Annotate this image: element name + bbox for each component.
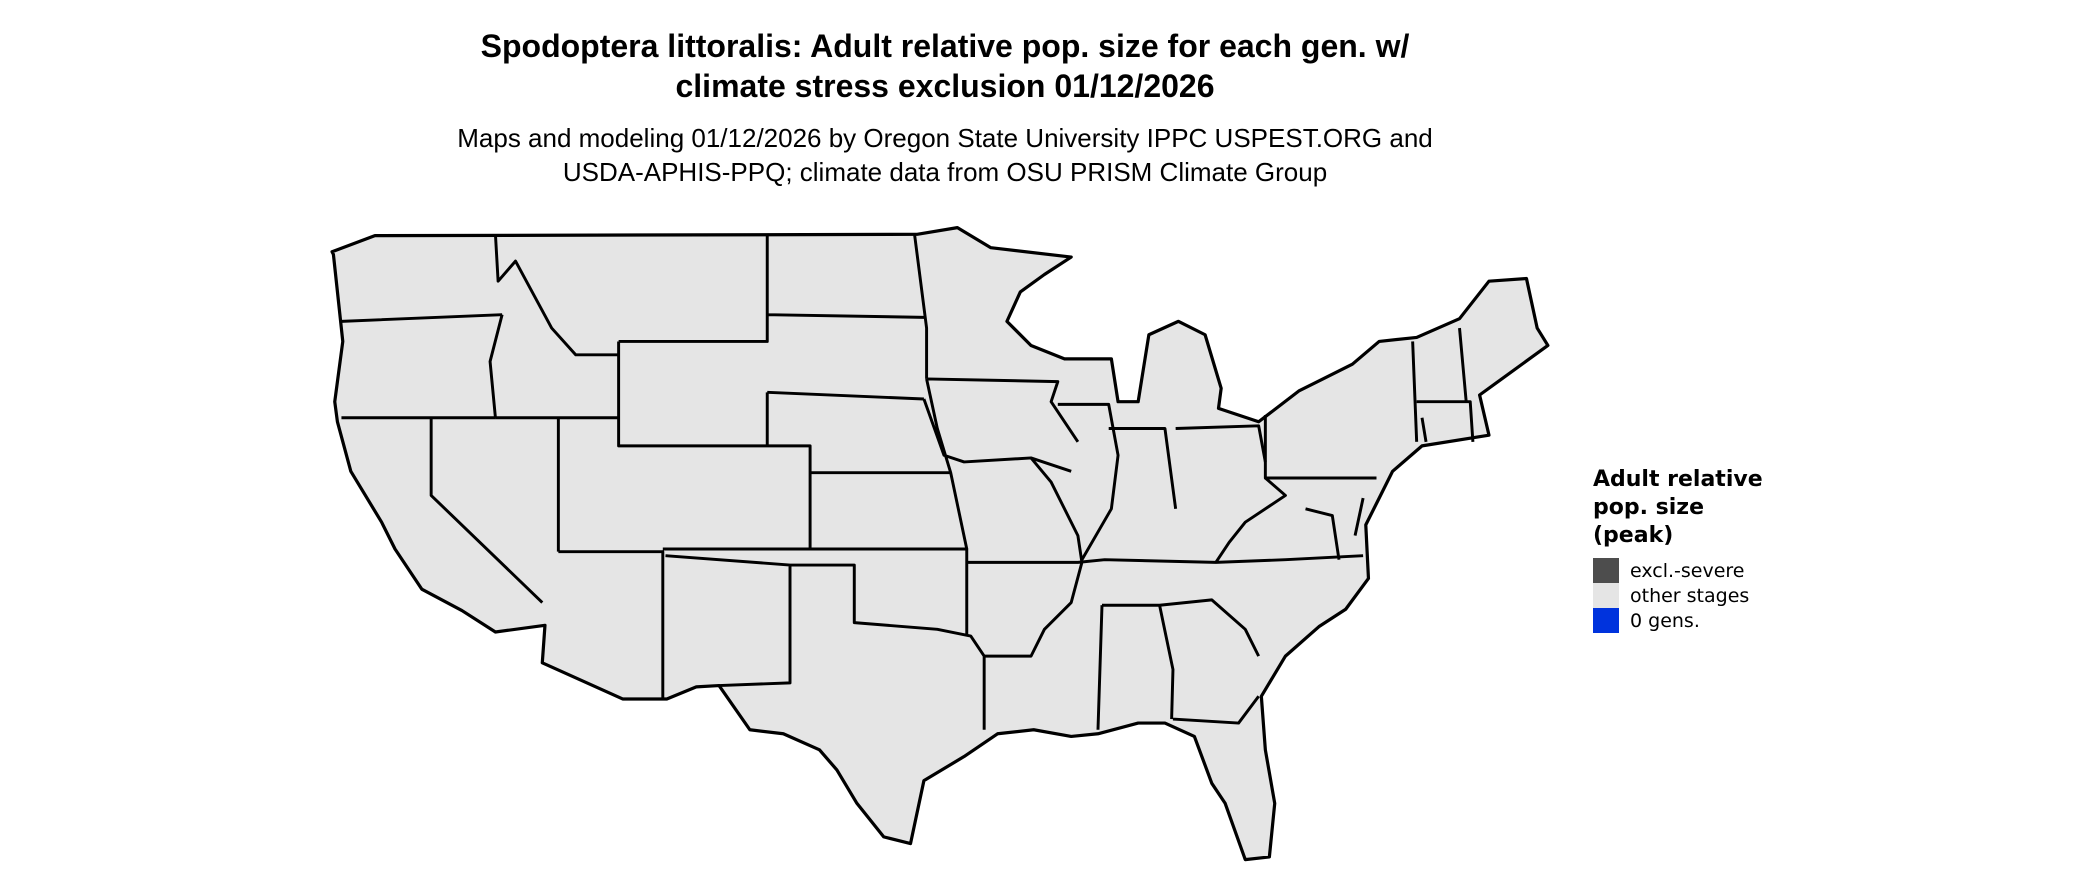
legend-title-line: pop. size [1593,495,1704,520]
map-title-line-2: climate stress exclusion 01/12/2026 [675,68,1215,104]
legend-label: other stages [1630,584,1750,607]
legend-label: 0 gens. [1630,609,1700,632]
legend-title-line: Adult relative [1593,467,1763,492]
us-outline [330,226,1550,862]
legend-swatch [1593,558,1619,583]
legend-label: excl.-severe [1630,559,1745,582]
legend-item-excl-severe: excl.-severe [1593,558,1793,583]
legend: Adult relative pop. size (peak) excl.-se… [1593,466,1793,633]
legend-swatch [1593,583,1619,608]
legend-item-0-gens: 0 gens. [1593,608,1793,633]
legend-swatch [1593,608,1619,633]
state-borders [341,234,1475,730]
map-subtitle-line-2: USDA-APHIS-PPQ; climate data from OSU PR… [562,157,1328,187]
legend-item-other-stages: other stages [1593,583,1793,608]
map-title-line-1: Spodoptera littoralis: Adult relative po… [480,28,1410,64]
map-subtitle-line-1: Maps and modeling 01/12/2026 by Oregon S… [457,123,1433,153]
legend-title: Adult relative pop. size (peak) [1593,466,1793,550]
legend-title-line: (peak) [1593,523,1674,548]
